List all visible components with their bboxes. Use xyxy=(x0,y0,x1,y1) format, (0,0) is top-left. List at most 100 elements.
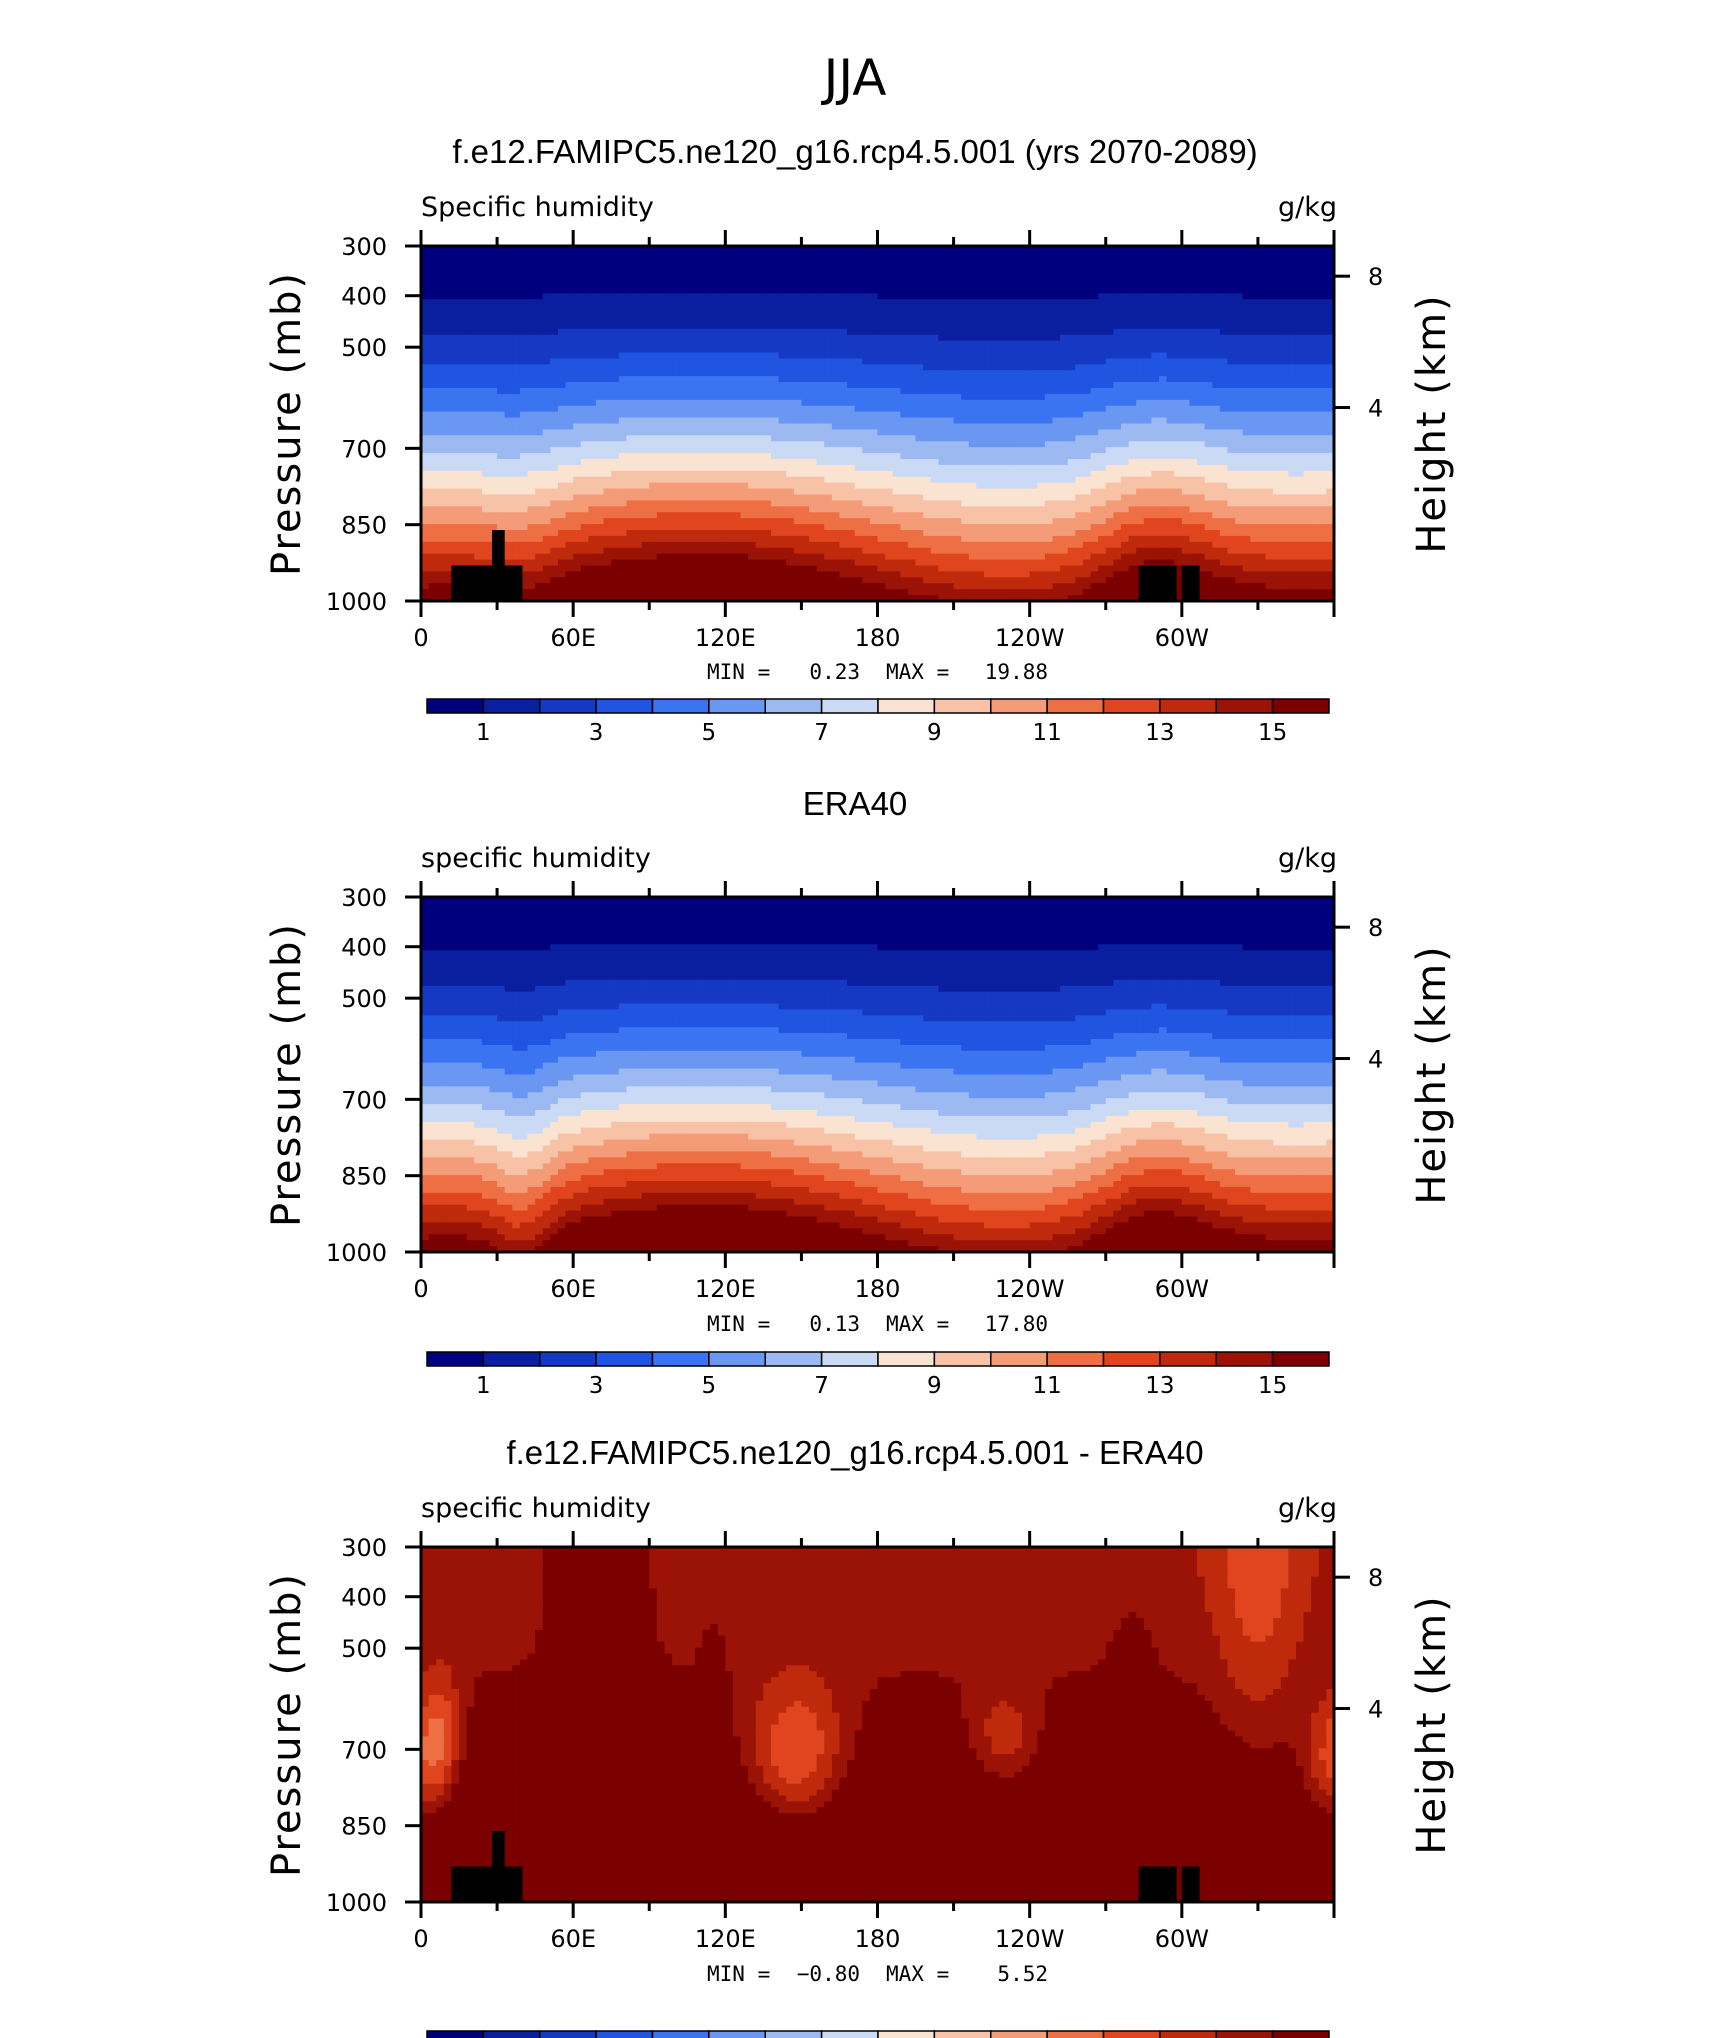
contour-cell xyxy=(451,346,460,354)
contour-cell xyxy=(1052,322,1061,330)
contour-cell xyxy=(778,405,787,413)
contour-cell xyxy=(809,417,818,425)
contour-cell xyxy=(1242,340,1251,348)
contour-cell xyxy=(816,411,825,419)
contour-cell xyxy=(679,305,688,312)
contour-cell xyxy=(1204,358,1213,365)
contour-cell xyxy=(1181,470,1191,478)
contour-cell xyxy=(748,388,757,395)
contour-cell xyxy=(930,305,939,312)
contour-cell xyxy=(915,257,924,265)
contour-cell xyxy=(854,435,863,442)
contour-cell xyxy=(481,287,491,294)
contour-cell xyxy=(786,281,795,289)
contour-cell xyxy=(618,435,628,442)
contour-cell xyxy=(428,464,437,472)
contour-cell xyxy=(1082,305,1092,312)
contour-cell xyxy=(824,423,833,431)
contour-cell xyxy=(1227,376,1236,383)
contour-cell xyxy=(854,287,863,294)
contour-cell xyxy=(1060,382,1069,389)
contour-cell xyxy=(1204,382,1213,389)
contour-cell xyxy=(1318,269,1327,277)
contour-cell xyxy=(557,257,567,265)
contour-cell xyxy=(885,441,894,448)
contour-cell xyxy=(1189,470,1198,478)
contour-cell xyxy=(824,358,833,365)
contour-cell xyxy=(1060,305,1069,312)
contour-cell xyxy=(443,305,453,312)
contour-cell xyxy=(1311,287,1320,294)
contour-cell xyxy=(801,269,810,277)
contour-cell xyxy=(1174,287,1183,294)
contour-cell xyxy=(732,317,742,324)
contour-cell xyxy=(725,447,734,454)
contour-cell xyxy=(512,322,521,330)
contour-cell xyxy=(831,399,841,407)
contour-cell xyxy=(900,447,909,454)
contour-cell xyxy=(634,317,643,324)
contour-cell xyxy=(816,482,825,490)
contour-cell xyxy=(421,382,430,389)
contour-cell xyxy=(565,376,574,383)
contour-cell xyxy=(900,358,909,365)
contour-cell xyxy=(573,393,582,401)
contour-cell xyxy=(1166,459,1175,466)
contour-cell xyxy=(588,281,597,289)
contour-cell xyxy=(1143,370,1152,377)
contour-cell xyxy=(497,453,506,460)
contour-cell xyxy=(1219,370,1229,377)
contour-cell xyxy=(466,393,475,401)
contour-cell xyxy=(489,305,498,312)
contour-cell xyxy=(770,257,780,265)
contour-cell xyxy=(763,429,772,436)
contour-cell xyxy=(1174,281,1183,289)
contour-cell xyxy=(1250,405,1259,413)
contour-cell xyxy=(573,370,582,377)
contour-cell xyxy=(550,411,559,419)
contour-cell xyxy=(1280,388,1289,395)
contour-cell xyxy=(885,393,894,401)
contour-cell xyxy=(702,275,711,283)
contour-cell xyxy=(710,340,719,348)
contour-cell xyxy=(793,370,803,377)
contour-cell xyxy=(938,328,947,336)
contour-cell xyxy=(862,405,871,413)
contour-cell xyxy=(497,417,506,425)
contour-cell xyxy=(854,317,863,324)
contour-cell xyxy=(1227,322,1236,330)
contour-cell xyxy=(710,269,719,277)
contour-cell xyxy=(664,293,673,300)
contour-cell xyxy=(885,246,894,253)
contour-cell xyxy=(1250,299,1259,306)
contour-cell xyxy=(481,275,491,283)
contour-cell xyxy=(1044,405,1054,413)
contour-cell xyxy=(725,346,734,354)
contour-cell xyxy=(740,488,749,496)
contour-cell xyxy=(854,376,863,383)
contour-cell xyxy=(1006,405,1016,413)
contour-cell xyxy=(991,405,1000,413)
contour-cell xyxy=(740,405,749,413)
contour-cell xyxy=(732,275,742,283)
contour-cell xyxy=(953,470,962,478)
contour-cell xyxy=(436,328,445,336)
contour-cell xyxy=(641,388,650,395)
contour-cell xyxy=(1143,322,1152,330)
contour-cell xyxy=(1143,299,1152,306)
contour-cell xyxy=(1075,311,1084,318)
contour-cell xyxy=(459,447,468,454)
contour-cell xyxy=(641,382,650,389)
contour-cell xyxy=(702,311,711,318)
contour-cell xyxy=(1235,482,1244,490)
contour-cell xyxy=(656,251,666,259)
contour-cell xyxy=(565,352,574,360)
contour-cell xyxy=(519,435,529,442)
contour-cell xyxy=(801,476,810,484)
contour-cell xyxy=(862,305,871,312)
contour-cell xyxy=(740,305,749,312)
contour-cell xyxy=(717,328,726,336)
contour-cell xyxy=(679,322,688,330)
contour-cell xyxy=(618,393,628,401)
